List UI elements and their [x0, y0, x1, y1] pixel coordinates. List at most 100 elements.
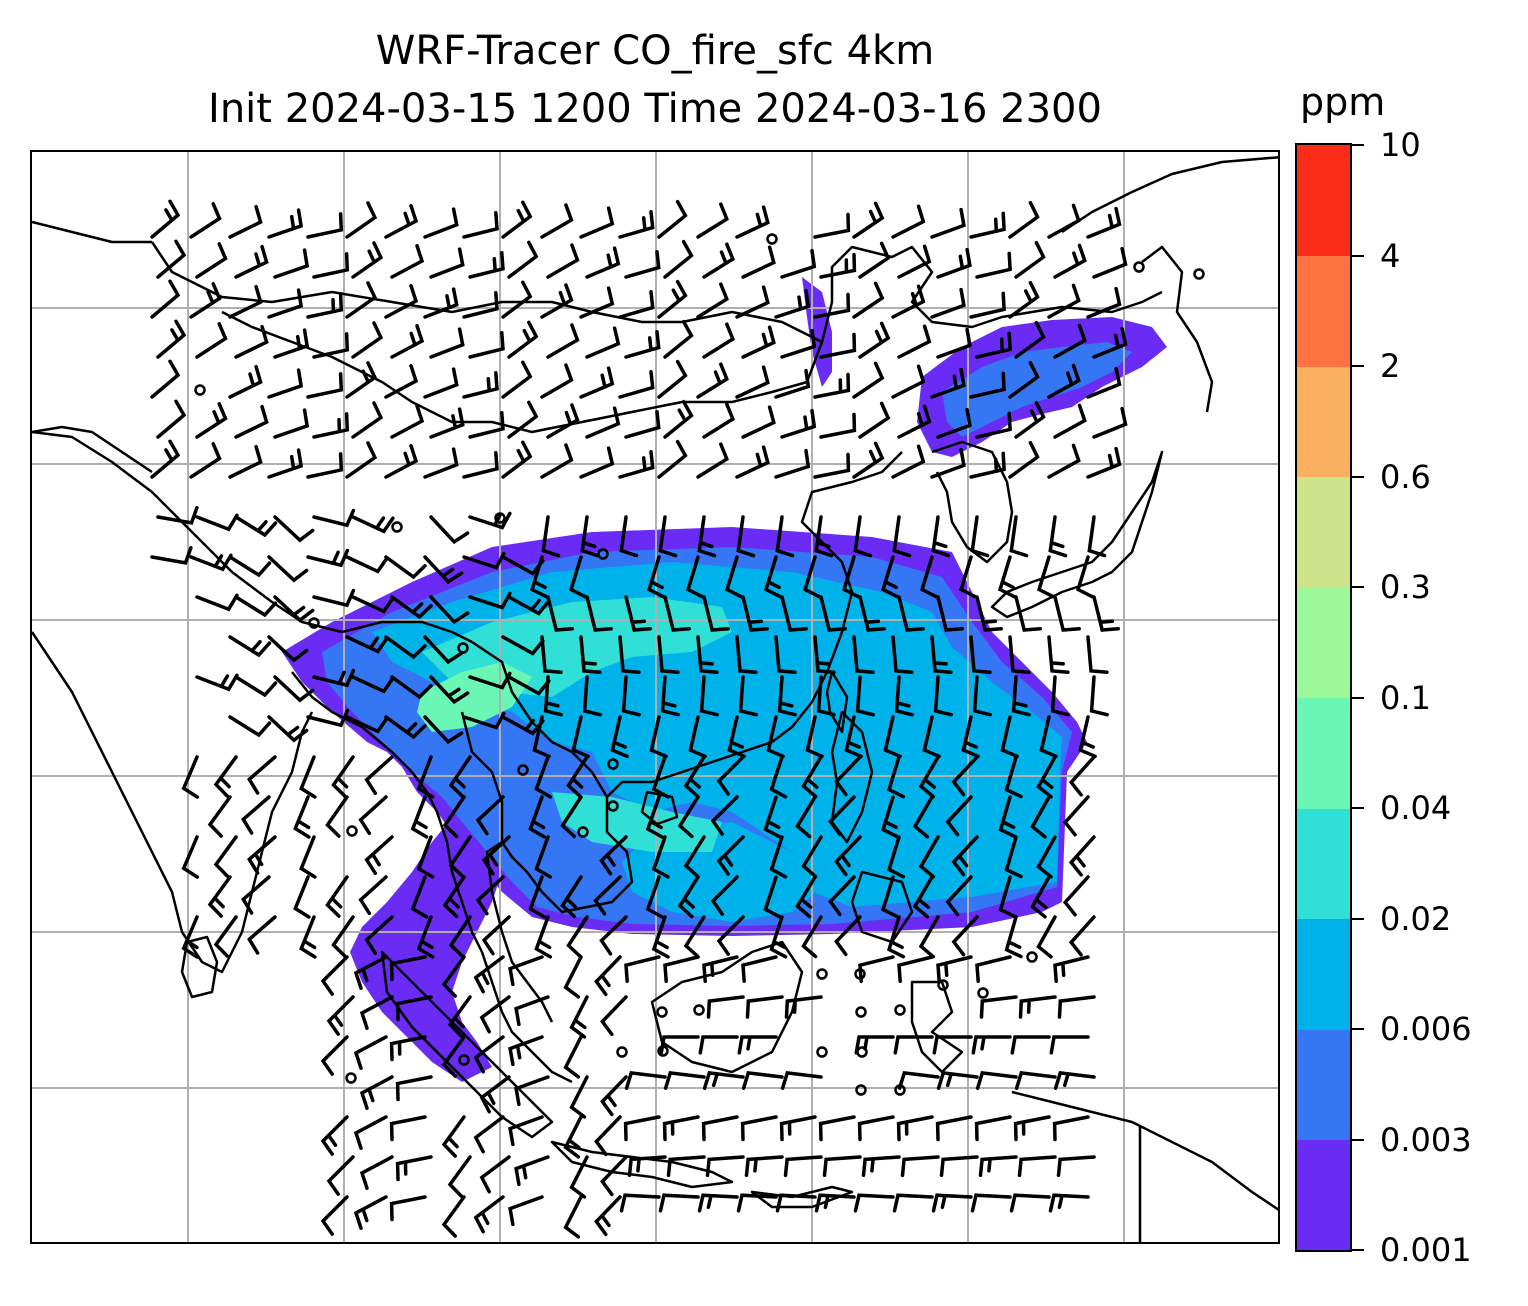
- wind-barb: [351, 515, 395, 534]
- wind-barb: [546, 243, 580, 279]
- wind-barb: [331, 915, 355, 958]
- wind-barb: [896, 1115, 934, 1142]
- wind-barb: [774, 368, 811, 399]
- wind-barb: [945, 795, 973, 837]
- island-sulawesi: [910, 980, 964, 1074]
- calm-wind-marker: [616, 1046, 628, 1058]
- wind-barb: [468, 331, 505, 359]
- wind-barb: [358, 795, 388, 836]
- wind-barb: [423, 715, 464, 745]
- wind-barb: [819, 332, 857, 359]
- wind-barb: [395, 1155, 433, 1182]
- wind-barb: [858, 401, 891, 439]
- wind-barb: [532, 715, 551, 759]
- wind-barb: [475, 875, 505, 916]
- wind-barb: [479, 1075, 511, 1114]
- wind-barb: [189, 553, 233, 572]
- wind-barb: [735, 285, 770, 319]
- wind-barb: [735, 635, 758, 674]
- wind-barb: [775, 515, 795, 558]
- wind-barb: [958, 555, 978, 599]
- wind-barb: [1092, 246, 1128, 279]
- wind-barb: [744, 1155, 784, 1178]
- wind-barb: [813, 292, 851, 319]
- wind-barb: [1014, 320, 1046, 359]
- wind-barb: [1011, 675, 1031, 717]
- wind-barb: [834, 755, 862, 797]
- wind-barb: [213, 835, 238, 878]
- wind-barb: [813, 452, 851, 479]
- map-panel: [30, 150, 1280, 1244]
- wind-barb: [1014, 1070, 1057, 1090]
- wind-barb: [624, 1070, 667, 1090]
- wind-barb: [702, 1070, 745, 1090]
- wind-barb: [1062, 795, 1090, 837]
- calm-wind-marker: [894, 1004, 906, 1016]
- wind-barb: [448, 915, 472, 959]
- coast-indochina: [485, 781, 634, 1023]
- wind-barb: [1053, 403, 1087, 439]
- wind-barb: [195, 242, 228, 279]
- island-sri-lanka: [180, 935, 219, 999]
- colorbar-segment: [1297, 1029, 1350, 1140]
- wind-barb: [1048, 1193, 1090, 1213]
- wind-barb: [1030, 795, 1051, 839]
- wind-barb: [740, 1115, 778, 1142]
- wind-barb: [267, 715, 309, 743]
- wind-barb: [390, 595, 433, 620]
- wind-barb: [979, 995, 1018, 1019]
- calm-wind-marker: [693, 1004, 705, 1016]
- wind-barb: [705, 1155, 745, 1178]
- wind-barb: [951, 915, 979, 957]
- wind-barb: [795, 875, 817, 919]
- wind-barb: [423, 287, 459, 319]
- wind-barb: [662, 1115, 700, 1142]
- wind-barb: [677, 875, 700, 919]
- wind-barb: [1053, 955, 1090, 983]
- wind-barb: [585, 595, 613, 632]
- wind-barb: [395, 995, 433, 1022]
- wind-barb: [741, 595, 769, 632]
- wind-barb: [228, 444, 263, 479]
- wind-barb: [429, 407, 465, 439]
- wind-barb: [969, 291, 1006, 319]
- wind-barb: [462, 551, 506, 570]
- wind-barb: [931, 515, 951, 558]
- calm-wind-marker: [458, 1054, 470, 1066]
- wind-barb: [468, 411, 505, 439]
- wind-barb: [351, 401, 384, 439]
- wind-barb: [766, 715, 785, 759]
- wind-barb: [891, 444, 926, 479]
- wind-barb: [299, 915, 317, 959]
- wind-barb: [540, 635, 563, 674]
- wind-barb: [181, 835, 199, 879]
- colorbar-segment: [1297, 697, 1350, 809]
- wind-barb: [724, 555, 744, 599]
- wind-barb: [325, 795, 349, 838]
- wind-barb: [683, 915, 706, 959]
- wind-barb: [624, 249, 661, 279]
- wind-barb: [326, 1155, 355, 1196]
- wind-barb: [1000, 715, 1019, 759]
- wind-barb: [763, 555, 783, 599]
- wind-barb: [234, 404, 269, 439]
- wind-barb: [897, 404, 932, 439]
- wind-barb: [658, 1193, 700, 1213]
- wind-barb: [702, 595, 730, 632]
- wind-barb: [442, 875, 466, 919]
- wind-barb: [852, 361, 885, 399]
- wind-barb: [663, 1070, 706, 1090]
- wind-barb: [893, 1035, 934, 1055]
- wind-barb: [651, 835, 670, 879]
- wind-barb: [416, 755, 435, 799]
- wind-barb: [1039, 715, 1058, 759]
- wind-barb: [701, 1115, 739, 1142]
- wind-barb: [293, 795, 311, 839]
- wind-barb: [892, 515, 912, 558]
- coast-okhotsk: [1061, 156, 1278, 234]
- wind-barb: [468, 511, 512, 530]
- colorbar-tick: [1352, 696, 1364, 699]
- wind-barb: [900, 1155, 940, 1178]
- wind-barb: [1092, 326, 1128, 359]
- wind-barb: [312, 668, 356, 688]
